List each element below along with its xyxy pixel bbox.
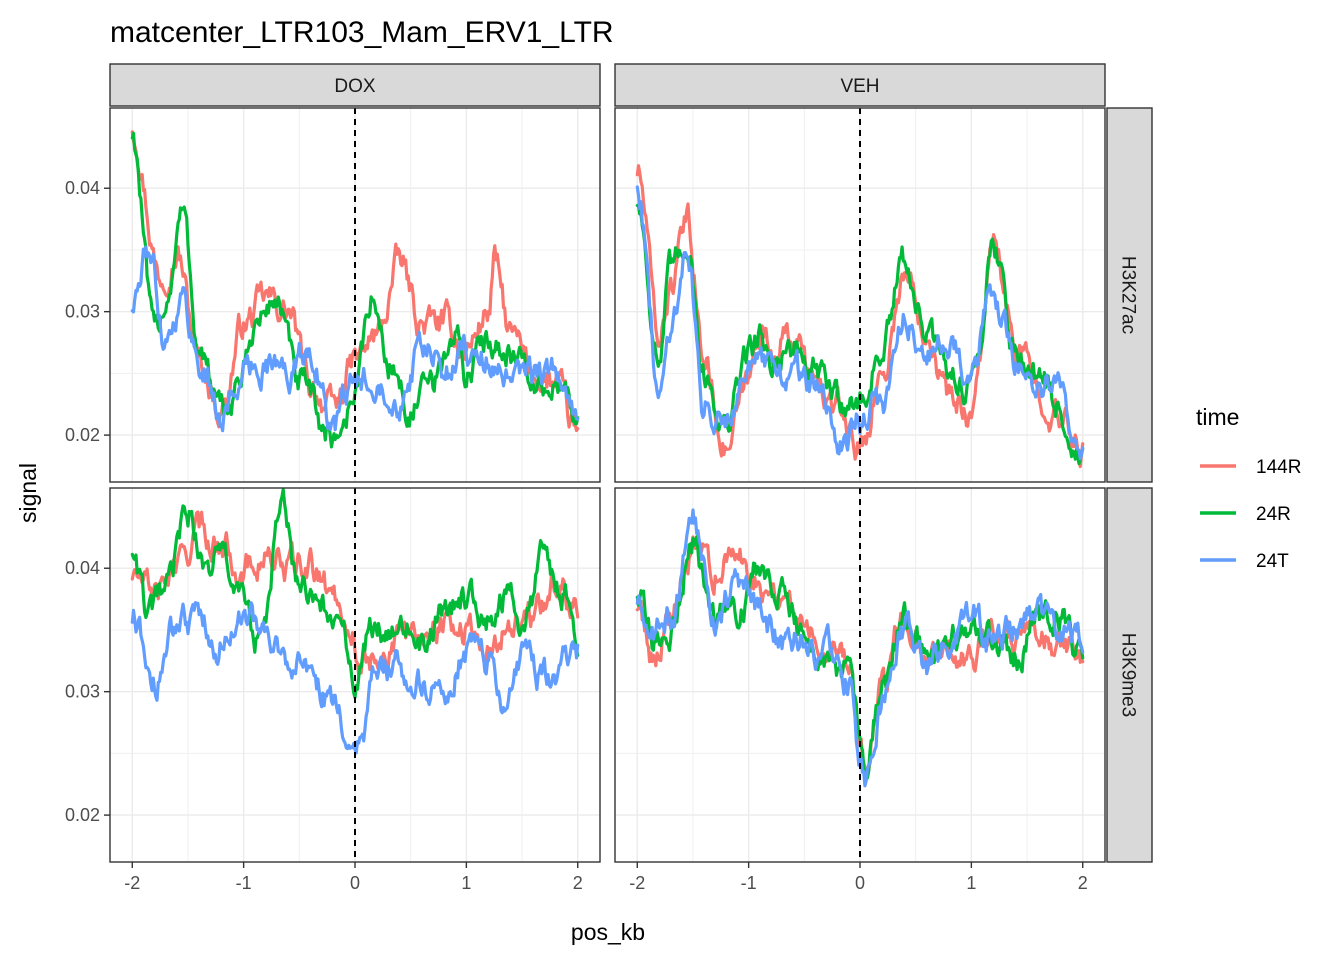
x-tick-label: 2	[573, 873, 583, 893]
x-tick-label: 2	[1078, 873, 1088, 893]
y-axis-title: signal	[15, 463, 41, 523]
row-strip-label: H3K9me3	[1118, 633, 1139, 718]
series-line-24t-veh-h3k27ac	[635, 185, 1085, 461]
x-tick-label: -2	[629, 873, 645, 893]
row-strip-label: H3K27ac	[1118, 256, 1139, 334]
x-tick-label: -1	[236, 873, 252, 893]
x-tick-label: -1	[741, 873, 757, 893]
legend-label: 24R	[1256, 504, 1291, 525]
panels-layer: 0.02 0.03 0.04 0.02 0.03 0.04 -2 -1 0 1 2 -2 -1 0 1 2 DO…	[65, 63, 1153, 893]
x-tick-label: 1	[966, 873, 976, 893]
row-strip-h3k27ac	[1106, 107, 1153, 483]
series-line-24r-dox-h3k27ac	[130, 131, 580, 449]
column-strip-label: DOX	[334, 76, 376, 97]
x-axis-title: pos_kb	[571, 919, 645, 945]
y-tick-label: 0.02	[65, 425, 100, 445]
series-line-144r-dox-h3k9me3	[130, 510, 580, 678]
series-line-24r-veh-h3k9me3	[635, 535, 1085, 780]
row-strip-h3k9me3	[1106, 487, 1153, 863]
legend-label: 24T	[1256, 551, 1289, 572]
panel-border-veh-h3k27ac	[614, 107, 1106, 483]
chart-title: matcenter_LTR103_Mam_ERV1_LTR	[110, 16, 614, 49]
y-tick-label: 0.04	[65, 558, 100, 578]
legend-title: time	[1196, 404, 1239, 430]
legend: 144R 24R 24T	[1200, 457, 1301, 572]
legend-label: 144R	[1256, 457, 1301, 478]
x-tick-label: -2	[124, 873, 140, 893]
series-line-24t-dox-h3k9me3	[130, 601, 580, 755]
column-strip-dox	[109, 63, 601, 107]
column-strip-veh	[614, 63, 1106, 107]
y-tick-label: 0.03	[65, 302, 100, 322]
x-tick-label: 1	[461, 873, 471, 893]
column-strip-label: VEH	[840, 76, 879, 97]
panel-border-dox-h3k27ac	[109, 107, 601, 483]
y-tick-label: 0.04	[65, 178, 100, 198]
x-tick-label: 0	[350, 873, 360, 893]
y-tick-label: 0.02	[65, 805, 100, 825]
x-tick-label: 0	[855, 873, 865, 893]
y-tick-label: 0.03	[65, 682, 100, 702]
